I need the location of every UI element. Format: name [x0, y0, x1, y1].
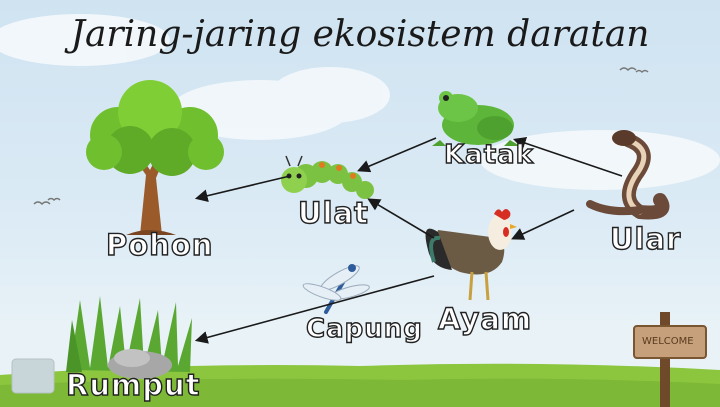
arrow-ayam-to-ulat — [367, 198, 435, 239]
frog-illustration — [432, 91, 520, 146]
food-web-arrows — [194, 137, 623, 344]
label-katak: Katak — [443, 139, 534, 170]
placeholder-tile — [11, 358, 55, 394]
dragonfly-illustration — [302, 264, 370, 314]
arrow-ular-to-katak — [512, 137, 623, 177]
rooster-illustration — [425, 209, 517, 301]
snake-illustration — [586, 130, 670, 220]
arrow-ayam-to-rumput — [194, 275, 435, 344]
arrow-ulat-to-pohon — [194, 175, 291, 202]
tree-illustration — [86, 80, 224, 235]
welcome-sign — [633, 312, 707, 407]
page-title: Jaring-jaring ekosistem daratan — [70, 14, 650, 55]
sign-text: WELCOME — [642, 336, 694, 347]
label-capung: Capung — [305, 313, 423, 344]
label-pohon: Pohon — [105, 227, 214, 262]
arrow-katak-to-ulat — [357, 137, 437, 173]
label-ular: Ular — [609, 221, 682, 256]
label-ulat: Ulat — [297, 195, 369, 230]
label-ayam: Ayam — [437, 301, 533, 336]
label-rumput: Rumput — [65, 367, 201, 402]
caterpillar-illustration — [281, 155, 374, 199]
grass-clump-illustration — [66, 296, 192, 379]
arrow-ular-to-ayam — [511, 209, 575, 240]
birds — [33, 67, 649, 206]
